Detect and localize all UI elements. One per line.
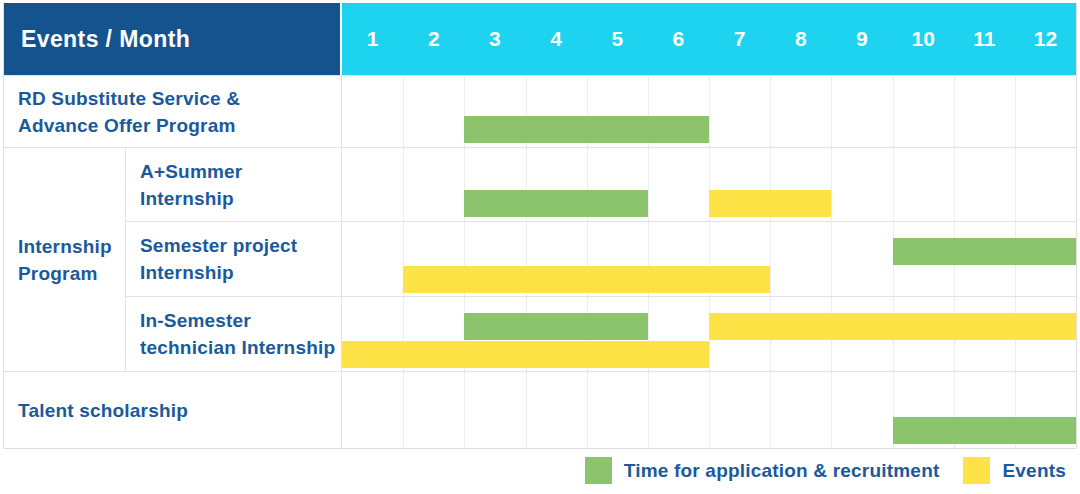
table-row: In-Semestertechnician Internship — [126, 296, 1076, 371]
legend: Time for application & recruitment Event… — [585, 457, 1066, 484]
month-gridline — [648, 372, 649, 448]
month-gridline — [403, 372, 404, 448]
month-gridline — [403, 76, 404, 147]
month-header-9: 9 — [831, 3, 892, 75]
group-label-line: Internship — [18, 233, 125, 260]
bar-event — [709, 313, 1076, 340]
month-header-11: 11 — [954, 3, 1015, 75]
month-gridline — [648, 148, 649, 221]
table-row: A+SummerInternship — [126, 148, 1076, 221]
row-group-internship-program: InternshipProgramA+SummerInternshipSemes… — [4, 147, 1076, 371]
month-gridline — [709, 76, 710, 147]
month-header-5: 5 — [587, 3, 648, 75]
month-gridline — [587, 372, 588, 448]
group-subrows: A+SummerInternshipSemester projectIntern… — [126, 148, 1076, 371]
row-label: In-Semester — [140, 307, 341, 334]
bar-application — [893, 417, 1077, 444]
bar-application — [464, 313, 648, 340]
month-header-7: 7 — [709, 3, 770, 75]
row-label-cell: A+SummerInternship — [126, 148, 342, 221]
gantt-schedule-screen: Events / Month 123456789101112 RD Substi… — [0, 0, 1080, 494]
month-gridline — [1015, 148, 1016, 221]
month-header-10: 10 — [893, 3, 954, 75]
row-label: Talent scholarship — [18, 397, 341, 424]
chart-cell-row-2 — [342, 222, 1076, 296]
group-label-line: Program — [18, 260, 125, 287]
month-gridline — [893, 148, 894, 221]
chart-cell-row-0 — [342, 76, 1076, 147]
row-label: RD Substitute Service & — [18, 85, 341, 112]
month-header-2: 2 — [403, 3, 464, 75]
month-gridline — [770, 372, 771, 448]
bar-application — [464, 116, 709, 143]
table-row: RD Substitute Service &Advance Offer Pro… — [4, 75, 1076, 147]
row-label-cell: In-Semestertechnician Internship — [126, 297, 342, 371]
month-gridline — [770, 222, 771, 296]
month-gridline — [893, 76, 894, 147]
table-row: Talent scholarship — [4, 371, 1076, 448]
row-label-cell: Talent scholarship — [4, 372, 342, 448]
month-gridline — [831, 372, 832, 448]
month-gridline — [1015, 76, 1016, 147]
table-row: Semester projectInternship — [126, 221, 1076, 296]
row-label: A+Summer — [140, 158, 341, 185]
row-label-cell: Semester projectInternship — [126, 222, 342, 296]
bar-application — [464, 190, 648, 217]
chart-cell-row-4 — [342, 372, 1076, 448]
row-label: Semester project — [140, 232, 341, 259]
legend-label-application: Time for application & recruitment — [624, 460, 940, 482]
events-month-header-cell: Events / Month — [4, 3, 342, 75]
row-label: Advance Offer Program — [18, 112, 341, 139]
table-body: RD Substitute Service &Advance Offer Pro… — [4, 75, 1076, 448]
chart-cell-row-3 — [342, 297, 1076, 371]
application-color-swatch — [585, 457, 612, 484]
legend-item-events: Events — [963, 457, 1066, 484]
month-gridline — [954, 148, 955, 221]
row-label: Internship — [140, 185, 341, 212]
events-month-table: Events / Month 123456789101112 RD Substi… — [3, 3, 1077, 449]
bar-event — [342, 341, 709, 368]
table-header-row: Events / Month 123456789101112 — [4, 3, 1076, 75]
month-gridline — [831, 148, 832, 221]
month-header-4: 4 — [526, 3, 587, 75]
month-gridline — [709, 372, 710, 448]
legend-label-events: Events — [1002, 460, 1066, 482]
month-header-1: 1 — [342, 3, 403, 75]
month-gridline — [403, 148, 404, 221]
bar-event — [709, 190, 831, 217]
month-header-8: 8 — [770, 3, 831, 75]
month-gridline — [770, 76, 771, 147]
month-header-row: 123456789101112 — [342, 3, 1076, 75]
month-gridline — [831, 222, 832, 296]
bar-event — [403, 266, 770, 293]
legend-item-application: Time for application & recruitment — [585, 457, 940, 484]
month-gridline — [526, 372, 527, 448]
events-color-swatch — [963, 457, 990, 484]
group-label-cell: InternshipProgram — [4, 148, 126, 371]
bar-application — [893, 238, 1077, 265]
chart-cell-row-1 — [342, 148, 1076, 221]
month-gridline — [464, 372, 465, 448]
month-header-12: 12 — [1015, 3, 1076, 75]
row-label: Internship — [140, 259, 341, 286]
month-gridline — [954, 76, 955, 147]
month-header-6: 6 — [648, 3, 709, 75]
row-label-cell: RD Substitute Service &Advance Offer Pro… — [4, 76, 342, 147]
month-gridline — [831, 76, 832, 147]
row-label: technician Internship — [140, 334, 341, 361]
month-header-3: 3 — [464, 3, 525, 75]
